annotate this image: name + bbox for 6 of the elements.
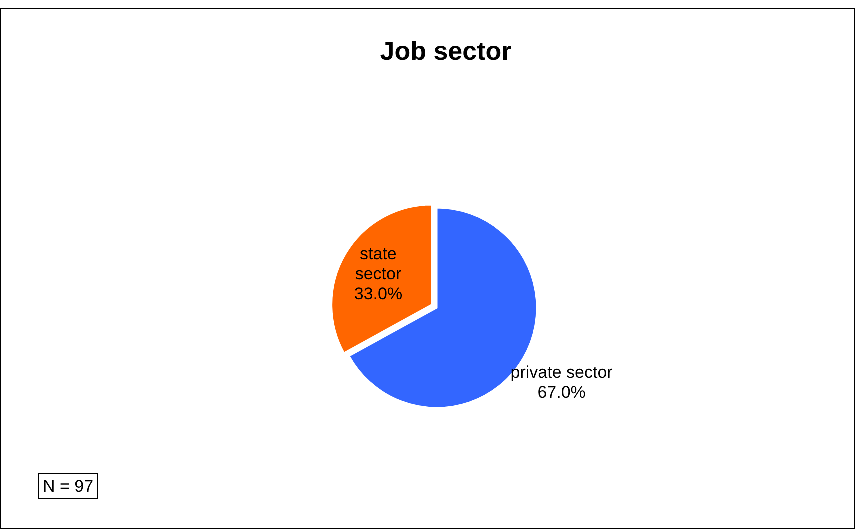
slice-label: state sector xyxy=(355,244,402,284)
data-label: 33.0% xyxy=(354,284,403,304)
data-label: 67.0% xyxy=(538,382,586,402)
slice-label: private sector xyxy=(510,362,614,382)
text: N = 97 xyxy=(43,477,94,496)
chart-title: Job sector xyxy=(380,36,512,66)
